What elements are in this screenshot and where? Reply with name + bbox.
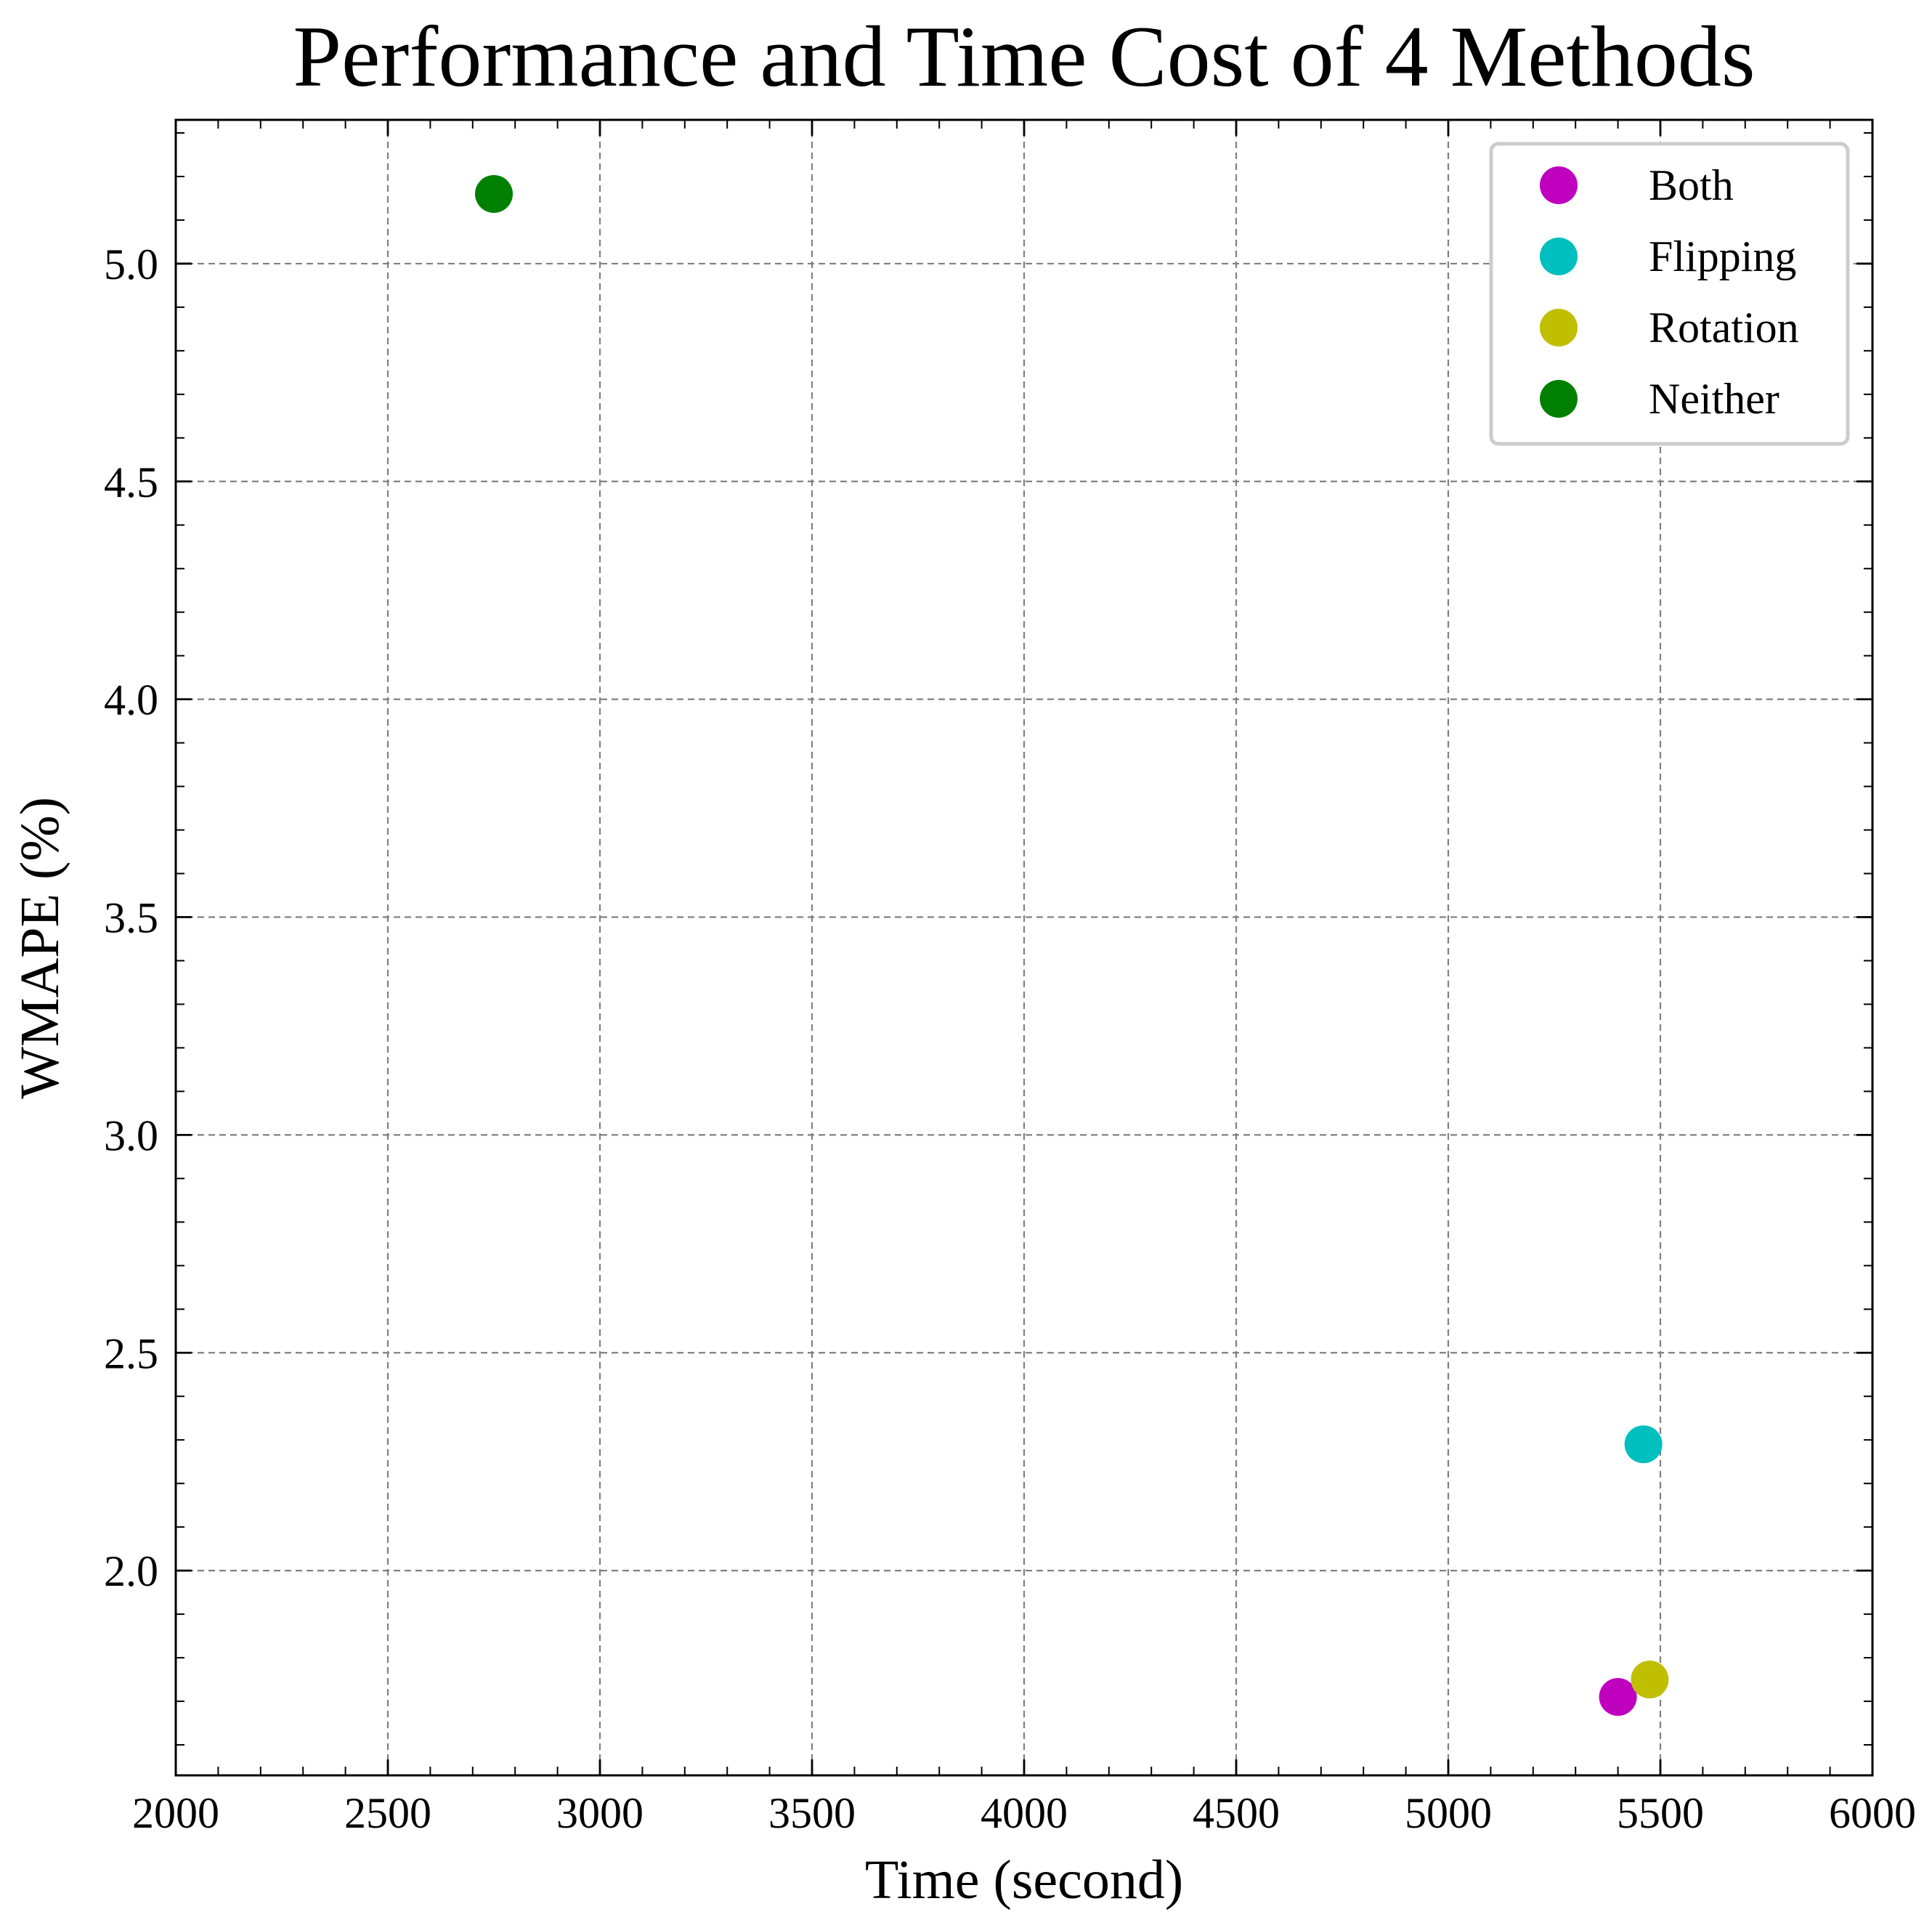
y-tick-label: 2.0 xyxy=(104,1547,158,1595)
legend-marker-rotation xyxy=(1540,309,1578,346)
legend-label-both: Both xyxy=(1649,161,1734,209)
legend-marker-flipping xyxy=(1540,238,1578,275)
legend-label-flipping: Flipping xyxy=(1649,232,1796,280)
x-tick-label: 2500 xyxy=(344,1789,431,1837)
x-tick-label: 5500 xyxy=(1617,1789,1704,1837)
y-axis-label: WMAPE (%) xyxy=(9,797,70,1099)
plot-frame xyxy=(174,118,1874,1777)
x-tick-label: 3000 xyxy=(556,1789,644,1837)
x-axis-label: Time (second) xyxy=(865,1849,1183,1910)
data-point-flipping xyxy=(1624,1425,1663,1464)
data-point-rotation xyxy=(1631,1661,1669,1699)
legend-box xyxy=(1489,142,1850,446)
y-tick-label: 4.5 xyxy=(104,458,158,506)
y-tick-label: 2.5 xyxy=(104,1329,158,1377)
y-tick-label: 5.0 xyxy=(104,240,158,288)
x-tick-label: 6000 xyxy=(1829,1789,1916,1837)
axis-ticks xyxy=(174,120,1874,1775)
data-point-neither xyxy=(475,174,513,213)
chart-title: Performance and Time Cost of 4 Methods xyxy=(293,8,1755,105)
legend-label-neither: Neither xyxy=(1649,375,1779,423)
y-tick-label: 3.5 xyxy=(104,894,158,942)
y-tick-label: 3.0 xyxy=(104,1111,158,1159)
data-point-both xyxy=(1599,1678,1637,1717)
y-tick-label: 4.0 xyxy=(104,676,158,724)
x-tick-label: 3500 xyxy=(768,1789,856,1837)
legend-marker-neither xyxy=(1540,380,1578,418)
x-tick-label: 4500 xyxy=(1193,1789,1280,1837)
x-tick-label: 4000 xyxy=(981,1789,1068,1837)
tick-labels: 2000 2500 3000 3500 4000 4500 5000 5500 6000 2.0 2… xyxy=(104,240,1916,1837)
x-tick-label: 2000 xyxy=(132,1789,219,1837)
legend: Both Flipping Rotation Neither xyxy=(1489,142,1850,446)
legend-marker-both xyxy=(1540,166,1578,204)
x-tick-label: 5000 xyxy=(1405,1789,1492,1837)
data-points xyxy=(475,174,1669,1717)
legend-label-rotation: Rotation xyxy=(1649,304,1799,352)
